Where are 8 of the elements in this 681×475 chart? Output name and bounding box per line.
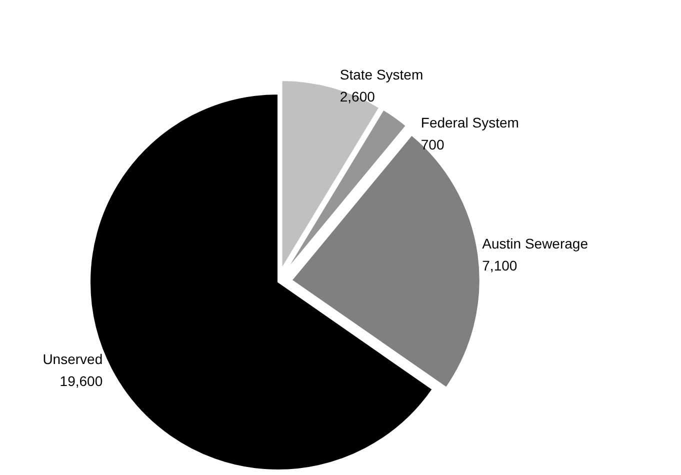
slice-label: Unserved [42,351,103,368]
slice-label: Federal System [420,114,519,131]
data-label: 7,100 [482,257,518,274]
data-label: 700 [420,136,444,153]
slice-label: Austin Sewerage [482,235,588,252]
slice-label: State System [340,66,424,83]
data-label: 2,600 [340,88,376,105]
data-label: 19,600 [60,373,103,390]
